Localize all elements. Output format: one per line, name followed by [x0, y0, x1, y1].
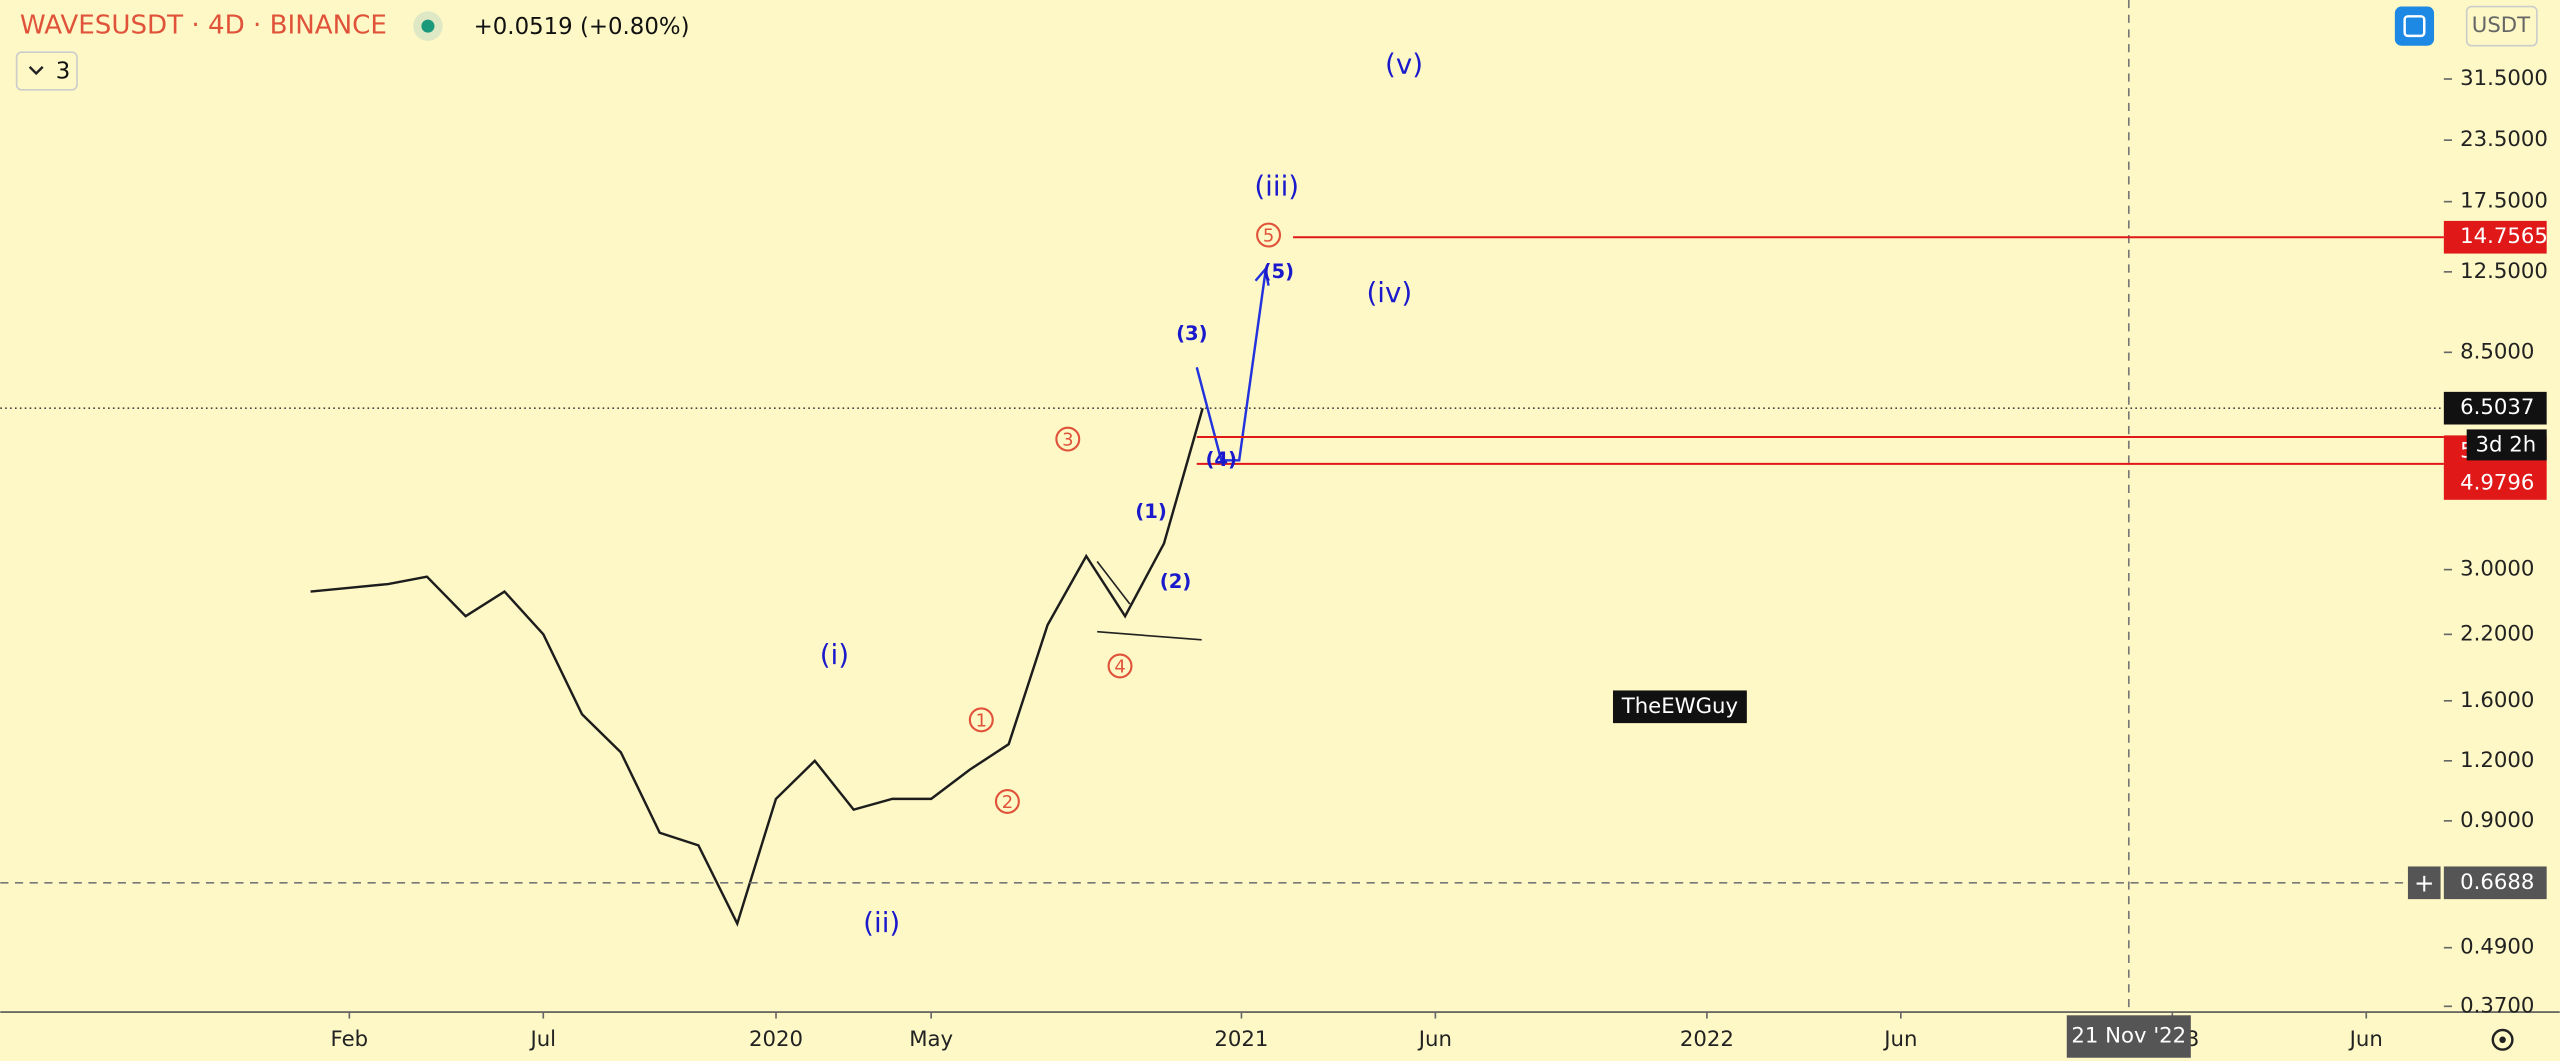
wave-label: (5): [1263, 260, 1295, 283]
crosshair-add-button: [2407, 866, 2441, 900]
wave-circle: [1055, 426, 1081, 452]
crosshair-price-box: [2443, 866, 2547, 900]
wave-label: (4): [1205, 448, 1237, 471]
y-tick-label: 2.2000: [2460, 621, 2534, 646]
wave-circle: [968, 707, 994, 733]
wave-label: (2): [1160, 570, 1192, 593]
wave-label: (i): [820, 638, 849, 671]
y-tick-label: 31.5000: [2460, 66, 2548, 91]
wave-label: (3): [1176, 322, 1208, 345]
price-line: [310, 407, 1204, 927]
level-label: 14.7565: [2460, 224, 2548, 249]
y-tick-label: 1.2000: [2460, 748, 2534, 773]
currency-button[interactable]: [2465, 5, 2538, 47]
countdown-box: [2466, 429, 2547, 461]
x-tick-label: Jun: [1882, 1027, 1917, 1052]
y-tick-label: 0.3700: [2460, 993, 2534, 1018]
wave-circle: [994, 788, 1020, 814]
wave-label: (ii): [863, 906, 900, 939]
last-price-box: [2443, 391, 2547, 425]
x-tick-label: 2020: [749, 1027, 803, 1052]
trendline: [1096, 561, 1131, 605]
x-tick-label: 2022: [1680, 1027, 1734, 1052]
screen-button[interactable]: [2394, 6, 2435, 46]
wave-label: 5: [1263, 226, 1274, 247]
level-label: 4.9796: [2460, 470, 2534, 495]
x-tick-label: 2021: [1214, 1027, 1268, 1052]
wave-label: 2: [1002, 792, 1013, 813]
chevron-icon: [28, 66, 44, 76]
crosshair-date-box: [2066, 1015, 2191, 1058]
indicator-count: 3: [56, 58, 71, 84]
x-tick-label: Jun: [1417, 1027, 1452, 1052]
watermark: TheEWGuy: [1621, 694, 1738, 719]
last-price-label: 6.5037: [2460, 395, 2534, 420]
projection-arrowhead: [1254, 266, 1270, 286]
y-tick-label: 8.5000: [2460, 339, 2534, 364]
level-label-box: [2443, 220, 2547, 254]
trendline: [1097, 630, 1202, 641]
wave-circle: [1256, 222, 1282, 248]
countdown-label: 3d 2h: [2476, 433, 2537, 458]
x-tick-label: Jun: [2348, 1027, 2383, 1052]
wave-label: 1: [976, 710, 987, 731]
wave-label: 3: [1062, 430, 1073, 451]
symbol-title: WAVESUSDT · 4D · BINANCE: [20, 11, 387, 41]
wave-label: (1): [1135, 500, 1167, 523]
wave-label: (v): [1385, 47, 1423, 80]
x-tick-label: Jul: [528, 1027, 556, 1052]
x-tick-label: Feb: [331, 1027, 369, 1052]
settings-icon[interactable]: [2491, 1028, 2514, 1051]
y-tick-label: 0.9000: [2460, 808, 2534, 833]
status-dot: [421, 19, 435, 33]
plus-icon: +: [2414, 868, 2435, 897]
y-tick-label: 23.5000: [2460, 127, 2548, 152]
crosshair-price-label: 0.6688: [2460, 870, 2534, 895]
x-tick-label: May: [909, 1027, 953, 1052]
wave-label: (iii): [1254, 170, 1299, 203]
price-change: +0.0519 (+0.80%): [474, 14, 690, 40]
crosshair-date-label: 21 Nov '22: [2071, 1024, 2186, 1049]
watermark-box: [1612, 690, 1747, 724]
y-tick-label: 17.5000: [2460, 189, 2548, 214]
y-tick-label: 0.4900: [2460, 935, 2534, 960]
y-tick-label: 1.6000: [2460, 688, 2534, 713]
wave-label: (iv): [1366, 276, 1412, 309]
projection-path: [1195, 272, 1267, 462]
currency-label: USDT: [2472, 13, 2531, 38]
wave-circle: [1107, 653, 1133, 679]
screen-icon: [2403, 15, 2426, 38]
y-tick-label: 12.5000: [2460, 259, 2548, 284]
level-label-box: [2443, 467, 2547, 500]
wave-label: 4: [1114, 657, 1125, 678]
indicator-toggle[interactable]: [15, 51, 78, 91]
y-tick-label: 3.0000: [2460, 557, 2534, 582]
